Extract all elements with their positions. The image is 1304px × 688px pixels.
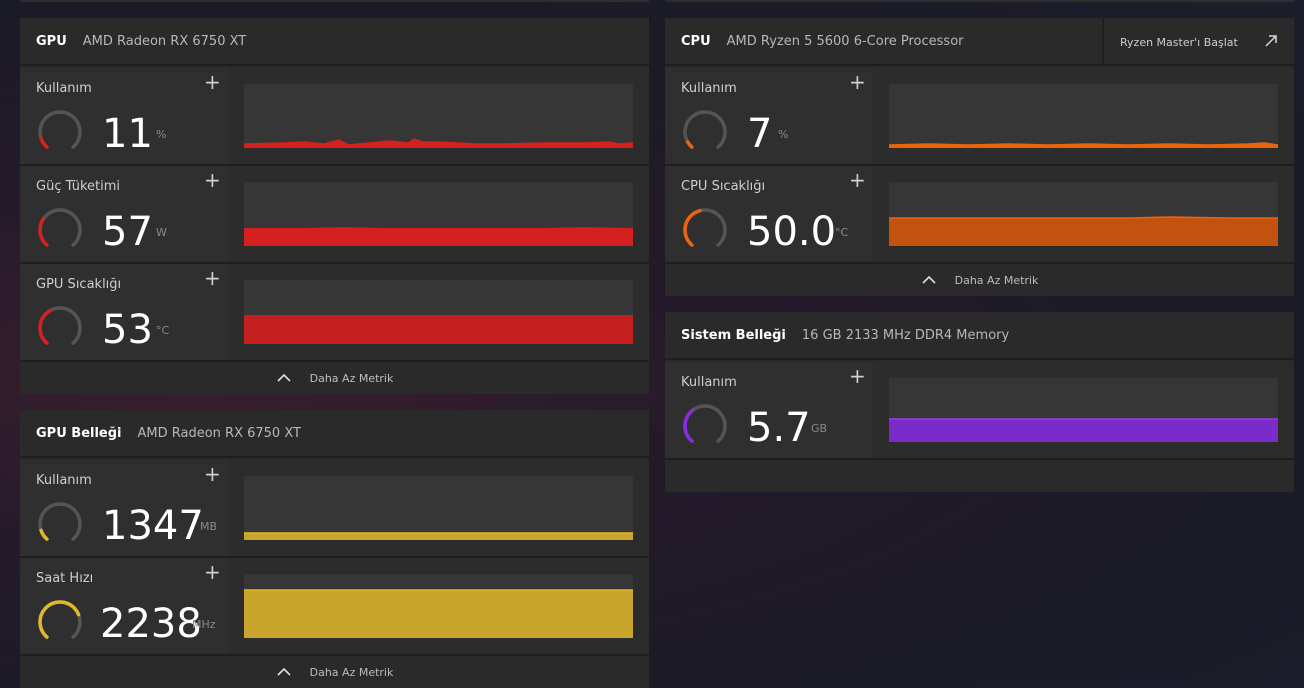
- metric-label: CPU Sıcaklığı: [681, 179, 766, 194]
- gauge-icon: [38, 600, 82, 639]
- gauge-icon: [683, 404, 727, 443]
- gauge-icon: [38, 502, 82, 541]
- metric-label: GPU Sıcaklığı: [36, 277, 122, 292]
- launch-ryzen-master-label: Ryzen Master'ı Başlat: [1120, 35, 1238, 49]
- power-graph: [244, 182, 633, 246]
- temperature-graph: [244, 280, 633, 344]
- external-link-icon: [1265, 35, 1277, 47]
- panel-title: CPU: [681, 33, 711, 49]
- metric-unit: %: [778, 128, 789, 141]
- clock-speed-graph: [244, 574, 633, 638]
- launch-ryzen-master-button[interactable]: Ryzen Master'ı Başlat: [1102, 18, 1294, 66]
- metric-unit: °C: [835, 226, 849, 239]
- chevron-up-icon: [922, 275, 936, 284]
- less-metrics-label: Daha Az Metrik: [954, 273, 1039, 287]
- metric-cell: CPU Sıcaklığı + 50.0 °C: [665, 166, 873, 262]
- gauge-icon: [38, 208, 82, 247]
- vram-usage-graph: [244, 476, 633, 540]
- panel-edge: [20, 0, 649, 2]
- gauge-icon: [38, 110, 82, 149]
- cpu-usage-graph: [889, 84, 1278, 148]
- panel-subtitle: AMD Ryzen 5 5600 6-Core Processor: [726, 33, 964, 49]
- add-metric-icon[interactable]: +: [204, 560, 221, 584]
- metric-value: 53: [102, 307, 153, 353]
- panel-subtitle: AMD Radeon RX 6750 XT: [82, 33, 247, 49]
- panel-edge: [665, 0, 1294, 2]
- add-metric-icon[interactable]: +: [204, 168, 221, 192]
- metric-cell: Kullanım + 7 %: [665, 68, 873, 164]
- metric-row-clock-speed: Saat Hızı + 2238 MHz: [20, 558, 649, 656]
- panel-subtitle: 16 GB 2133 MHz DDR4 Memory: [801, 327, 1010, 343]
- metric-unit: °C: [156, 324, 170, 337]
- gpu-panel: GPU AMD Radeon RX 6750 XT Kullanım + 11 …: [20, 18, 649, 394]
- gpu-panel-header: GPU AMD Radeon RX 6750 XT: [20, 18, 649, 66]
- less-metrics-toggle[interactable]: Daha Az Metrik: [665, 264, 1294, 296]
- gauge-icon: [683, 110, 727, 149]
- metric-cell: Saat Hızı + 2238 MHz: [20, 558, 228, 654]
- metric-cell: Kullanım + 11 %: [20, 68, 228, 164]
- metric-cell: Kullanım + 5.7 GB: [665, 362, 873, 458]
- gpu-memory-panel-header: GPU Belleği AMD Radeon RX 6750 XT: [20, 410, 649, 458]
- metric-value: 57: [102, 209, 153, 255]
- cpu-temperature-graph: [889, 182, 1278, 246]
- memory-usage-graph: [889, 378, 1278, 442]
- metric-label: Saat Hızı: [36, 571, 94, 586]
- metric-cell: Güç Tüketimi + 57 W: [20, 166, 228, 262]
- less-metrics-label: Daha Az Metrik: [309, 371, 394, 385]
- metric-label: Kullanım: [681, 81, 737, 96]
- metric-value: 2238: [100, 601, 202, 647]
- gauge-icon: [683, 208, 727, 247]
- usage-graph: [244, 84, 633, 148]
- metric-row-memory-usage: Kullanım + 5.7 GB: [665, 362, 1294, 460]
- panel-subtitle: AMD Radeon RX 6750 XT: [137, 425, 301, 441]
- chevron-up-icon: [277, 373, 291, 382]
- add-metric-icon[interactable]: +: [849, 364, 866, 388]
- cpu-panel: CPU AMD Ryzen 5 5600 6-Core Processor Ry…: [665, 18, 1294, 296]
- metric-row-vram-usage: Kullanım + 1347 MB: [20, 460, 649, 558]
- add-metric-icon[interactable]: +: [204, 462, 221, 486]
- add-metric-icon[interactable]: +: [849, 70, 866, 94]
- metric-cell: GPU Sıcaklığı + 53 °C: [20, 264, 228, 360]
- system-memory-panel: Sistem Belleği 16 GB 2133 MHz DDR4 Memor…: [665, 312, 1294, 492]
- panel-title: GPU Belleği: [36, 425, 122, 441]
- metric-cell: Kullanım + 1347 MB: [20, 460, 228, 556]
- add-metric-icon[interactable]: +: [849, 168, 866, 192]
- panel-title: Sistem Belleği: [681, 327, 786, 343]
- gauge-icon: [38, 306, 82, 345]
- metric-unit: GB: [811, 422, 828, 435]
- metric-label: Kullanım: [681, 375, 737, 390]
- chevron-up-icon: [277, 667, 291, 676]
- cpu-panel-header: CPU AMD Ryzen 5 5600 6-Core Processor Ry…: [665, 18, 1294, 66]
- metric-unit: W: [156, 226, 167, 239]
- metric-unit: %: [156, 128, 167, 141]
- add-metric-icon[interactable]: +: [204, 70, 221, 94]
- less-metrics-toggle[interactable]: Daha Az Metrik: [20, 362, 649, 394]
- metric-value: 5.7: [747, 405, 811, 451]
- metric-value: 7: [747, 111, 773, 157]
- metric-row-gpu-usage: Kullanım + 11 %: [20, 68, 649, 166]
- less-metrics-label: Daha Az Metrik: [309, 665, 394, 679]
- gpu-memory-panel: GPU Belleği AMD Radeon RX 6750 XT Kullan…: [20, 410, 649, 688]
- metric-value: 1347: [102, 503, 204, 549]
- metric-unit: MHz: [192, 618, 216, 631]
- less-metrics-toggle[interactable]: Daha Az Metrik: [20, 656, 649, 688]
- metric-row-gpu-temp: GPU Sıcaklığı + 53 °C: [20, 264, 649, 362]
- metric-value: 50.0: [747, 209, 837, 255]
- system-memory-panel-header: Sistem Belleği 16 GB 2133 MHz DDR4 Memor…: [665, 312, 1294, 360]
- metric-label: Kullanım: [36, 81, 92, 96]
- add-metric-icon[interactable]: +: [204, 266, 221, 290]
- metric-value: 11: [102, 111, 153, 157]
- metric-row-cpu-usage: Kullanım + 7 %: [665, 68, 1294, 166]
- metric-row-cpu-temp: CPU Sıcaklığı + 50.0 °C: [665, 166, 1294, 264]
- metric-label: Güç Tüketimi: [36, 179, 121, 194]
- metric-label: Kullanım: [36, 473, 92, 488]
- panel-title: GPU: [36, 33, 67, 49]
- metric-unit: MB: [200, 520, 218, 533]
- metric-row-gpu-power: Güç Tüketimi + 57 W: [20, 166, 649, 264]
